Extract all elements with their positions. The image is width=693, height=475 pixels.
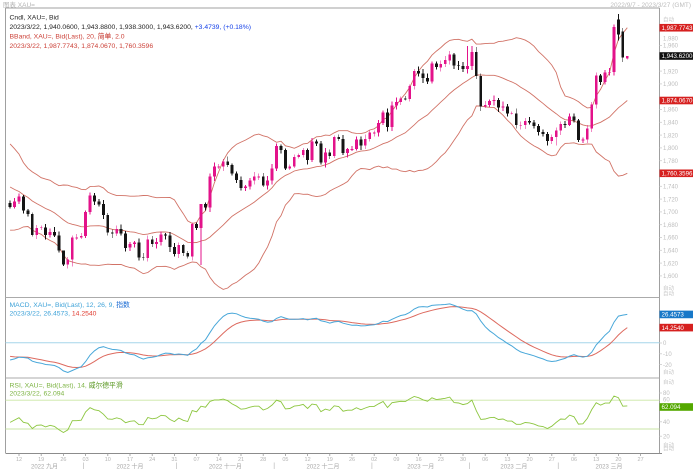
svg-text:自动: 自动 [663, 290, 675, 298]
svg-text:-20: -20 [663, 363, 672, 369]
svg-text:07: 07 [194, 457, 200, 463]
svg-text:BBand, XAU=, Bid(Last), 20, 简单: BBand, XAU=, Bid(Last), 20, 简单, 2.0 [10, 32, 125, 41]
svg-text:2022 十一月: 2022 十一月 [209, 463, 242, 471]
svg-text:2023/3/22, 62.094: 2023/3/22, 62.094 [10, 391, 65, 398]
svg-text:26: 26 [349, 457, 355, 463]
svg-text:1,640: 1,640 [663, 249, 679, 255]
svg-text:14.2540: 14.2540 [662, 325, 685, 332]
svg-text:1,874.0670: 1,874.0670 [662, 98, 693, 105]
svg-text:自动: 自动 [663, 368, 675, 376]
svg-text:2022 十二月: 2022 十二月 [306, 463, 339, 471]
svg-text:-10: -10 [663, 352, 672, 358]
svg-text:2022 九月: 2022 九月 [31, 463, 58, 471]
svg-text:RSI, XAU=, Bid(Last), 14, 威尔德平: RSI, XAU=, Bid(Last), 14, 威尔德平滑 [10, 381, 123, 390]
svg-text:1,620: 1,620 [663, 261, 679, 267]
svg-text:1,800: 1,800 [663, 146, 679, 152]
svg-text:1,840: 1,840 [663, 121, 679, 127]
svg-text:28: 28 [260, 457, 266, 463]
svg-text:2023/3/22, 26.4573, 14.2540: 2023/3/22, 26.4573, 14.2540 [10, 311, 97, 318]
svg-text:16: 16 [416, 457, 422, 463]
svg-text:19: 19 [38, 457, 44, 463]
svg-text:MACD, XAU=, Bid(Last), 12, 26,: MACD, XAU=, Bid(Last), 12, 26, 9, 指数 [10, 300, 131, 309]
svg-text:21: 21 [238, 457, 244, 463]
svg-text:1,700: 1,700 [663, 210, 679, 216]
svg-text:1,960: 1,960 [663, 44, 679, 50]
svg-text:26.4573: 26.4573 [662, 312, 685, 319]
svg-text:2023 二月: 2023 二月 [500, 464, 527, 471]
svg-text:1,760.3596: 1,760.3596 [662, 170, 693, 177]
svg-text:20: 20 [663, 434, 670, 440]
svg-text:05: 05 [282, 457, 288, 463]
svg-text:80: 80 [663, 391, 670, 397]
svg-text:03: 03 [83, 457, 89, 463]
svg-text:2022 十月: 2022 十月 [116, 463, 143, 471]
svg-text:31: 31 [171, 457, 177, 463]
svg-text:2023/3/22, 1,940.0600, 1,943.8: 2023/3/22, 1,940.0600, 1,943.8800, 1,938… [10, 24, 252, 31]
svg-text:12: 12 [16, 457, 22, 463]
svg-text:1,900: 1,900 [663, 82, 679, 88]
svg-text:自动: 自动 [663, 16, 675, 24]
svg-text:62.094: 62.094 [662, 404, 681, 411]
svg-text:1,920: 1,920 [663, 69, 679, 75]
svg-text:19: 19 [327, 457, 333, 463]
svg-text:12: 12 [305, 457, 311, 463]
svg-text:60: 60 [663, 397, 670, 403]
svg-text:13: 13 [593, 457, 599, 463]
svg-text:2023/3/22, 1,987.7743, 1,874.0: 2023/3/22, 1,987.7743, 1,874.0670, 1,760… [10, 43, 154, 50]
svg-text:1,860: 1,860 [663, 108, 679, 114]
svg-text:自动: 自动 [663, 378, 675, 386]
svg-text:1,980: 1,980 [663, 37, 679, 43]
svg-text:1,780: 1,780 [663, 159, 679, 165]
svg-text:09: 09 [393, 457, 399, 463]
svg-text:17: 17 [127, 457, 133, 463]
svg-text:1,680: 1,680 [663, 223, 679, 229]
svg-text:2023 一月: 2023 一月 [407, 464, 434, 471]
svg-text:10: 10 [105, 457, 111, 463]
svg-text:30: 30 [460, 457, 466, 463]
svg-text:1,720: 1,720 [663, 197, 679, 203]
svg-text:20: 20 [527, 457, 533, 463]
svg-text:Cndl, XAU=, Bid: Cndl, XAU=, Bid [10, 15, 60, 22]
svg-text:1,943.6200: 1,943.6200 [662, 53, 693, 60]
svg-text:1,660: 1,660 [663, 236, 679, 242]
svg-text:27: 27 [549, 457, 555, 463]
svg-text:06: 06 [571, 457, 577, 463]
svg-text:26: 26 [60, 457, 66, 463]
svg-text:14: 14 [216, 457, 222, 463]
svg-text:06: 06 [482, 457, 488, 463]
svg-text:1,820: 1,820 [663, 133, 679, 139]
svg-text:23: 23 [438, 457, 444, 463]
svg-text:自动: 自动 [663, 445, 675, 453]
svg-text:1,740: 1,740 [663, 185, 679, 191]
svg-text:40: 40 [663, 420, 670, 426]
svg-text:27: 27 [638, 457, 644, 463]
svg-text:2023 三月: 2023 三月 [595, 464, 622, 471]
svg-text:1,987.7743: 1,987.7743 [662, 25, 693, 32]
svg-text:1,600: 1,600 [663, 274, 679, 280]
svg-text:02: 02 [371, 457, 377, 463]
svg-text:24: 24 [149, 457, 155, 463]
svg-text:20: 20 [615, 457, 621, 463]
svg-text:13: 13 [504, 457, 510, 463]
